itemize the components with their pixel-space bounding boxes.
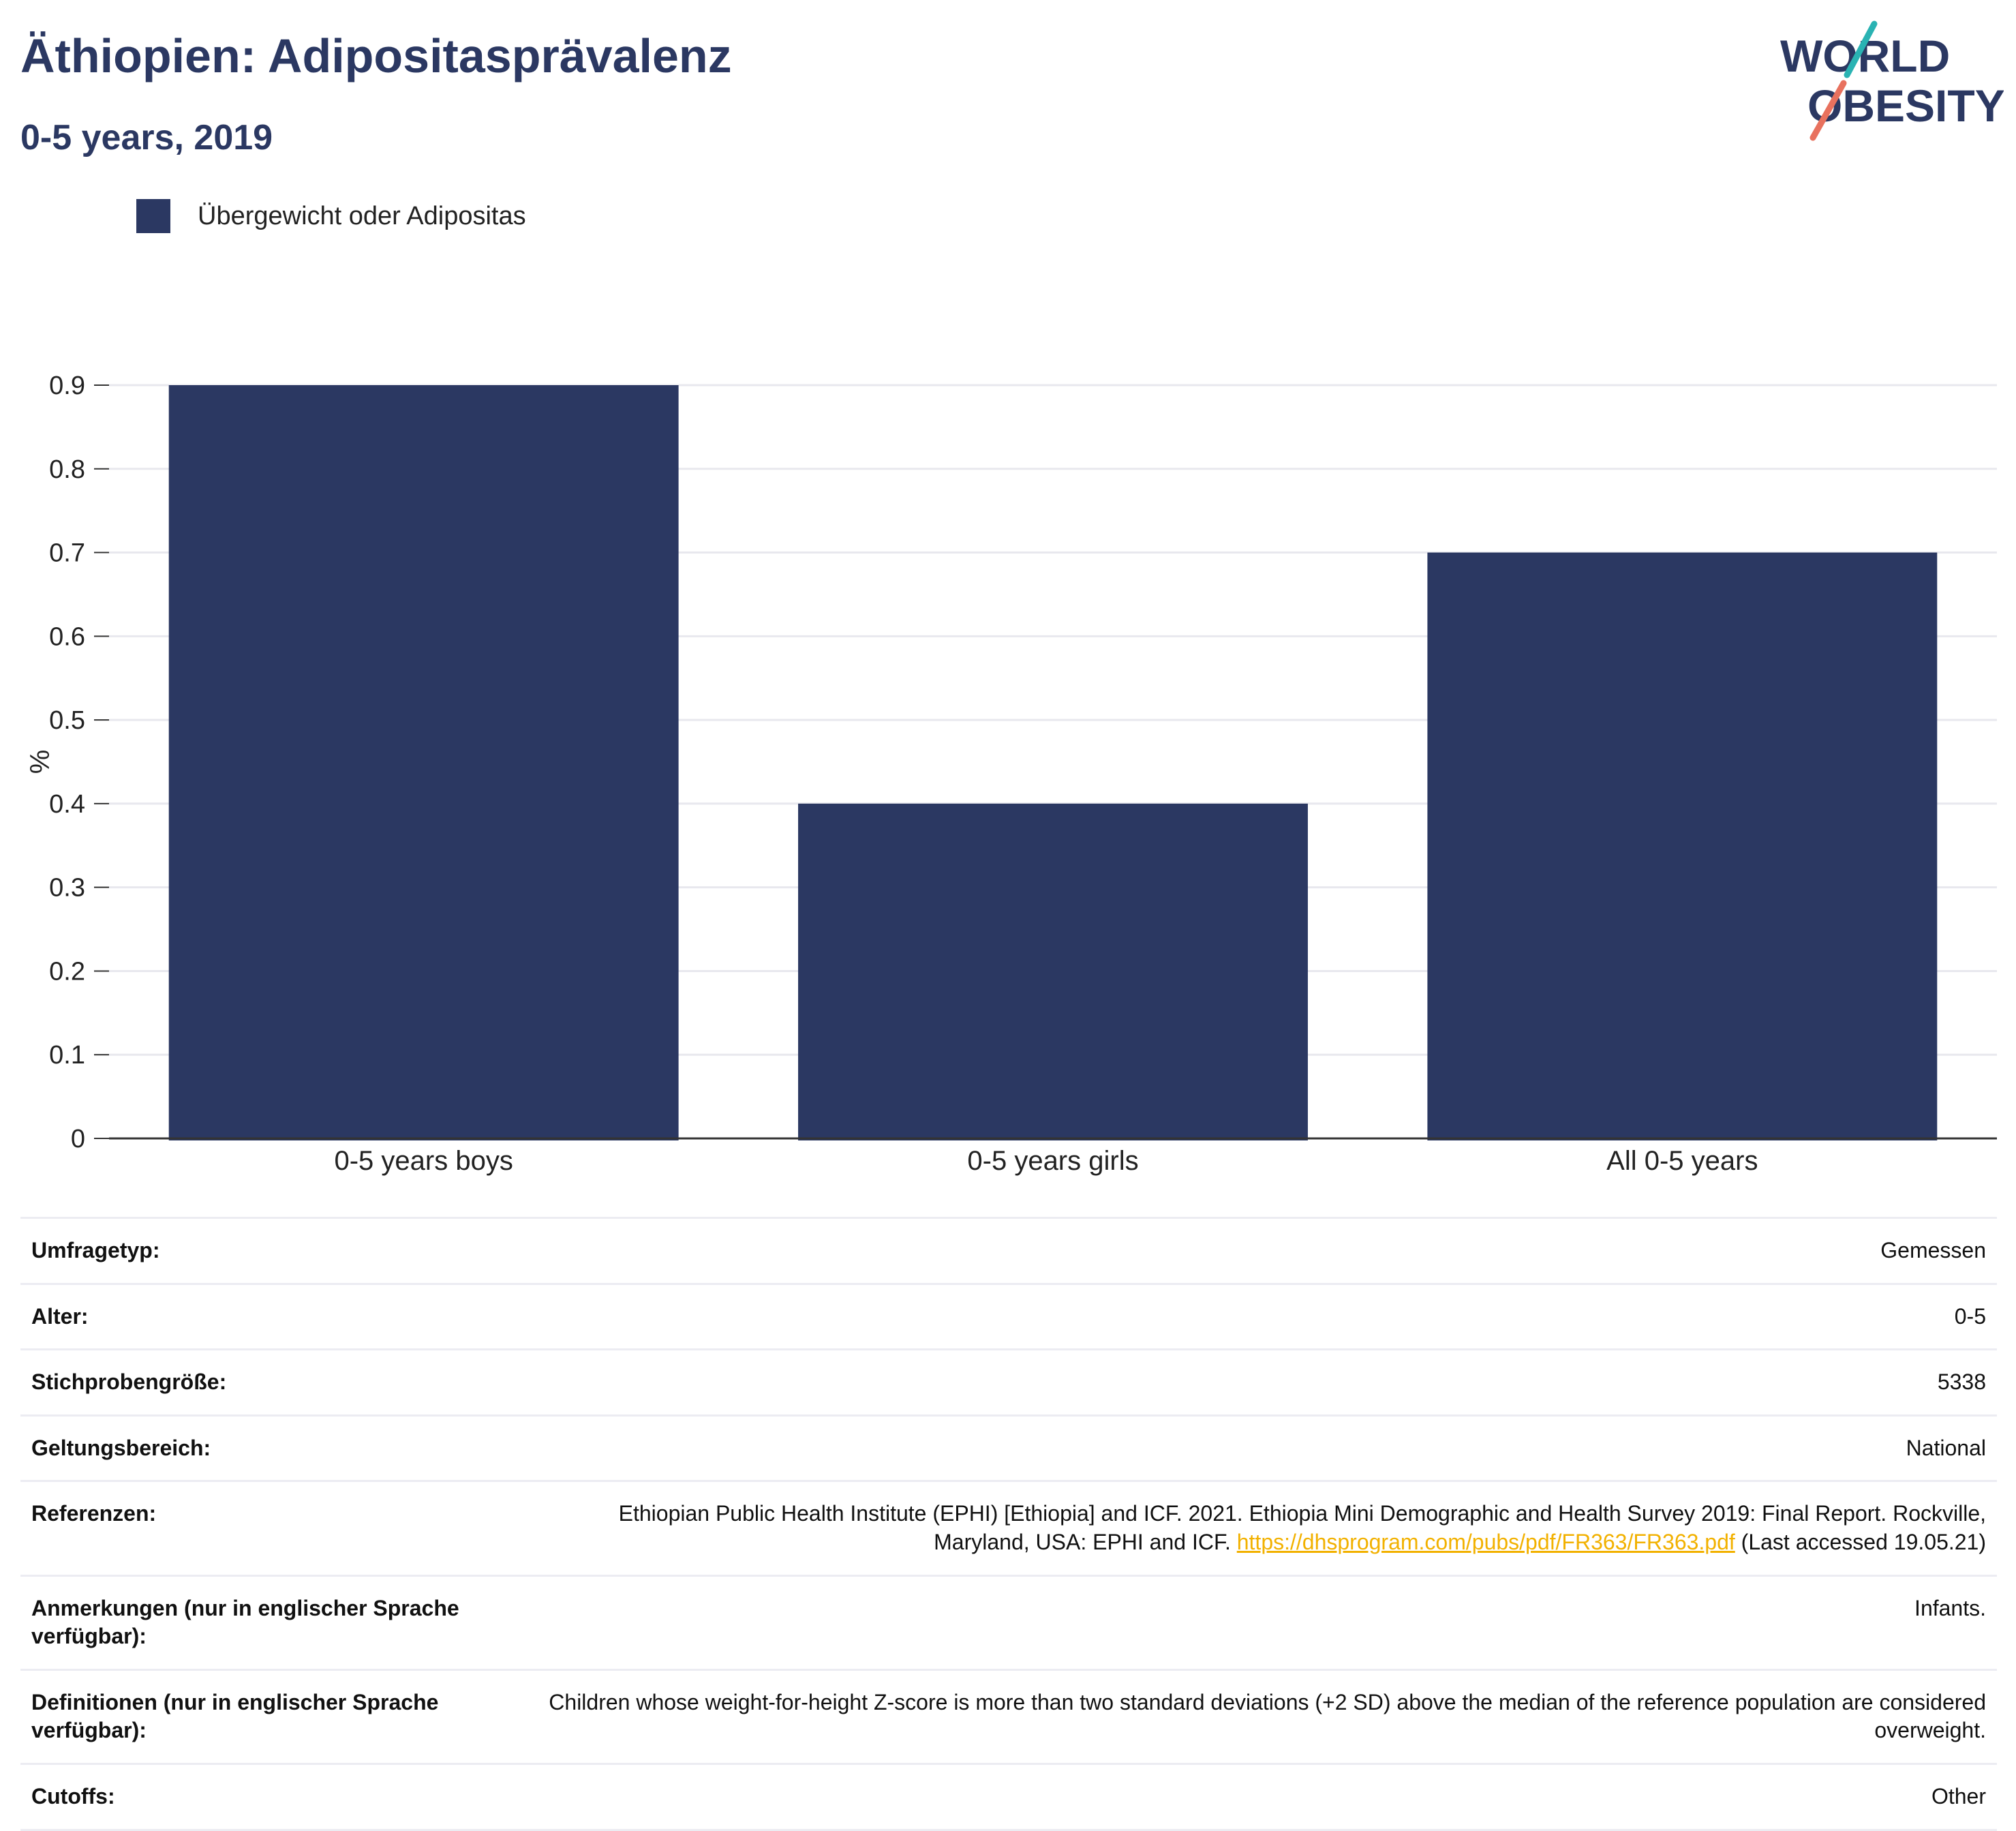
y-tick-label: 0.7 (49, 539, 85, 568)
metadata-value: Ethiopian Public Health Institute (EPHI)… (541, 1500, 1986, 1556)
metadata-value: Infants. (1914, 1594, 1986, 1623)
y-tick-label: 0.4 (49, 790, 85, 819)
metadata-value-text: Children whose weight-for-height Z-score… (549, 1689, 1986, 1743)
chart-bars (168, 385, 1938, 1140)
y-tick-label: 0.1 (49, 1041, 85, 1070)
page-title: Äthiopien: Adipositasprävalenz (20, 29, 732, 82)
y-tick-label: 0.5 (49, 706, 85, 735)
y-axis-ticks: 0 0.1 0.2 0.3 0.4 0.5 0.6 0.7 0.8 0.9 (49, 372, 109, 1153)
y-tick-label: 0.6 (49, 622, 85, 651)
bar (798, 803, 1308, 1140)
metadata-table: Umfragetyp: Gemessen Alter: 0-5 Stichprobeng… (20, 1217, 1997, 1831)
metadata-key: Umfragetyp: (31, 1238, 160, 1262)
metadata-value: 0-5 (1955, 1303, 1986, 1331)
x-category-label: 0-5 years boys (334, 1146, 513, 1176)
metadata-key: Anmerkungen (nur in englischer Sprache v… (31, 1595, 459, 1649)
page-subtitle: 0-5 years, 2019 (20, 118, 273, 157)
metadata-row: Referenzen: Ethiopian Public Health Insti… (20, 1482, 1997, 1577)
bar (1427, 552, 1938, 1140)
x-axis-labels: 0-5 years boys 0-5 years girls All 0-5 yea… (334, 1146, 1758, 1176)
bar (168, 385, 679, 1140)
y-tick-label: 0.2 (49, 957, 85, 986)
legend-label: Übergewicht oder Adipositas (198, 201, 526, 230)
metadata-key: Alter: (31, 1303, 89, 1329)
metadata-row: Stichprobengröße: 5338 (20, 1350, 1997, 1417)
y-tick-label: 0.8 (49, 455, 85, 484)
metadata-row: Definitionen (nur in englischer Sprache … (20, 1671, 1997, 1765)
metadata-value: Children whose weight-for-height Z-score… (541, 1689, 1986, 1745)
chart-legend: Übergewicht oder Adipositas (136, 199, 526, 233)
y-axis-label: % (25, 750, 55, 774)
world-obesity-logo: WORLD OBESITY (1780, 20, 2004, 141)
metadata-value-text: Infants. (1914, 1595, 1986, 1620)
metadata-value: National (1906, 1434, 1986, 1463)
y-tick-label: 0.9 (49, 372, 85, 400)
metadata-value: 5338 (1938, 1368, 1986, 1397)
metadata-value-text: 0-5 (1954, 1303, 1986, 1329)
metadata-row: Geltungsbereich: National (20, 1417, 1997, 1483)
bar-chart: 0 0.1 0.2 0.3 0.4 0.5 0.6 0.7 0.8 0.9 0-5 years b… (25, 372, 1997, 1176)
reference-link[interactable]: https://dhsprogram.com/pubs/pdf/FR363/FR… (1236, 1529, 1735, 1554)
metadata-row: Alter: 0-5 (20, 1285, 1997, 1351)
x-category-label: All 0-5 years (1606, 1146, 1758, 1176)
metadata-key: Referenzen: (31, 1501, 157, 1526)
metadata-row: Cutoffs: Other (20, 1765, 1997, 1831)
metadata-value: Other (1931, 1783, 1986, 1811)
metadata-value-text: 5338 (1937, 1370, 1986, 1395)
reference-suffix: (Last accessed 19.05.21) (1735, 1529, 1986, 1554)
y-tick-label: 0.3 (49, 874, 85, 903)
metadata-key: Definitionen (nur in englischer Sprache … (31, 1689, 439, 1743)
metadata-row: Umfragetyp: Gemessen (20, 1219, 1997, 1285)
legend-swatch (136, 199, 170, 233)
x-category-label: 0-5 years girls (967, 1146, 1138, 1176)
y-tick-label: 0 (71, 1125, 85, 1153)
metadata-row: Anmerkungen (nur in englischer Sprache v… (20, 1577, 1997, 1671)
logo-text-obesity: OBESITY (1807, 80, 2004, 131)
metadata-value-text: Other (1931, 1783, 1986, 1809)
metadata-key: Cutoffs: (31, 1783, 115, 1809)
metadata-value-text: Ethiopian Public Health Institute (EPHI)… (618, 1501, 1986, 1554)
metadata-value: Gemessen (1880, 1237, 1986, 1265)
metadata-value-text: Gemessen (1880, 1238, 1986, 1262)
metadata-key: Stichprobengröße: (31, 1370, 227, 1395)
metadata-key: Geltungsbereich: (31, 1435, 211, 1460)
metadata-value-text: National (1906, 1435, 1986, 1460)
